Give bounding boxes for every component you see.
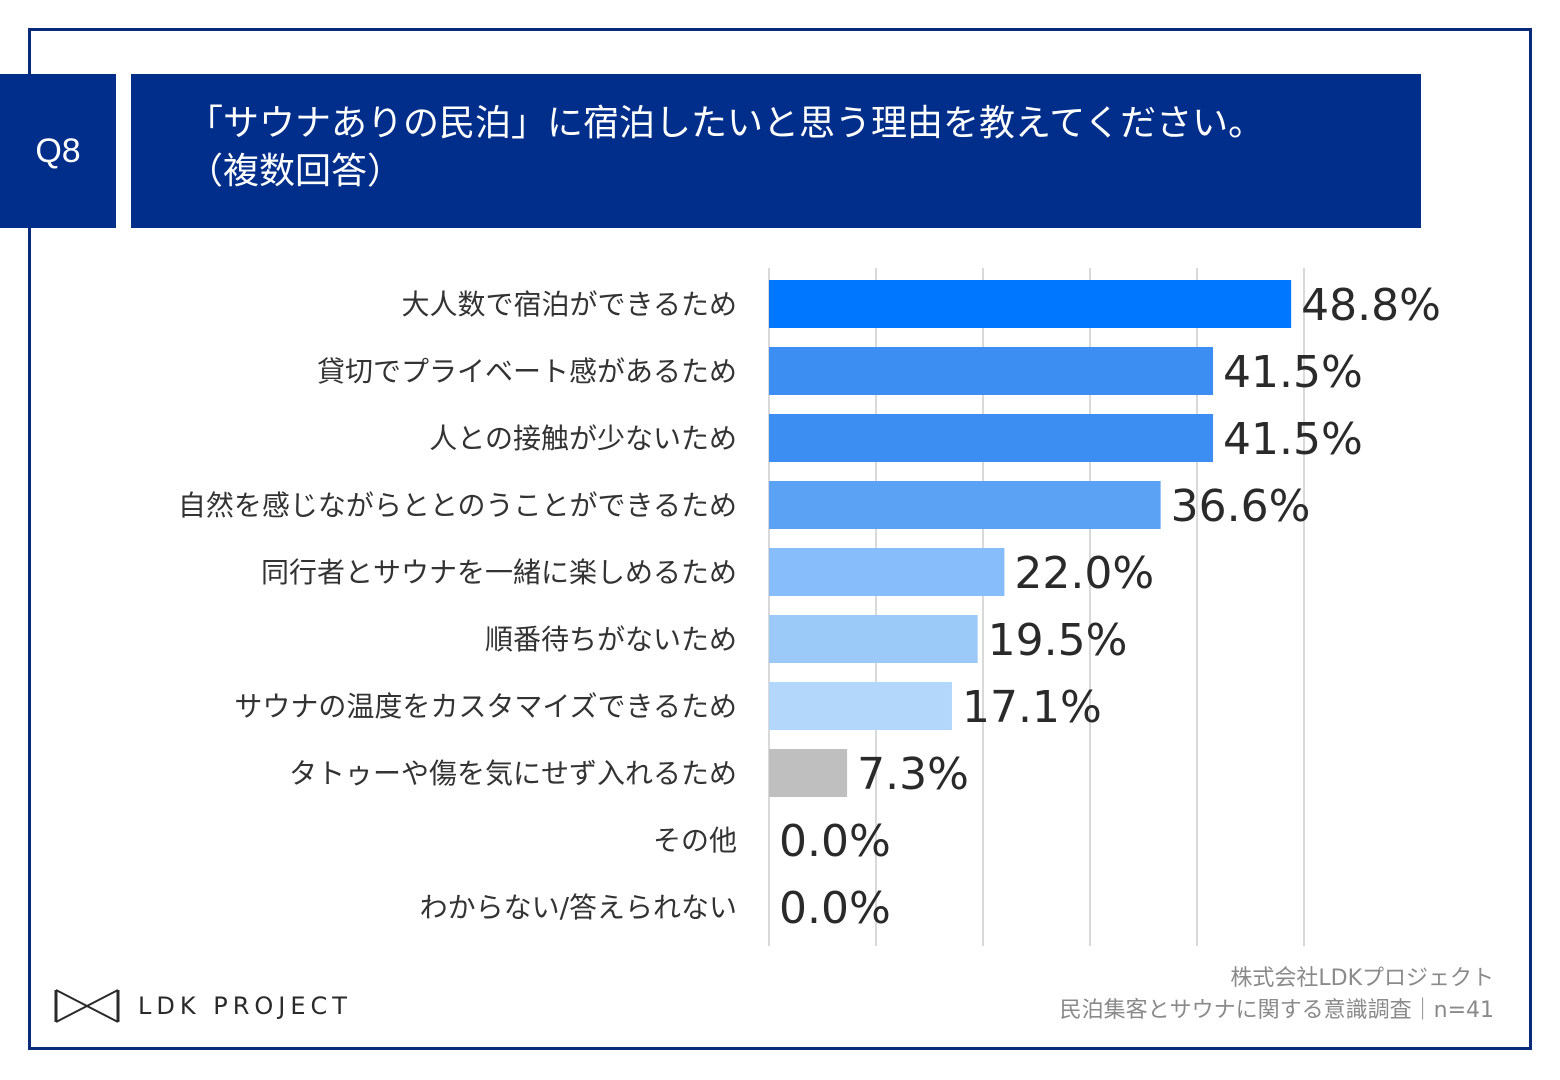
category-label: 順番待ちがないため	[485, 623, 737, 656]
value-label: 0.0%	[779, 816, 891, 867]
ldk-logo: LDK PROJECT	[54, 986, 352, 1026]
ldk-logo-icon	[54, 989, 120, 1023]
category-label: 大人数で宿泊ができるため	[402, 288, 737, 321]
question-number-badge: Q8	[0, 74, 116, 228]
bar	[769, 749, 848, 797]
value-label: 17.1%	[962, 682, 1102, 733]
category-label: タトゥーや傷を気にせず入れるため	[289, 757, 737, 790]
value-label: 22.0%	[1014, 548, 1154, 599]
bar	[769, 682, 952, 730]
source-survey: 民泊集客とサウナに関する意識調査｜n=41	[1059, 998, 1494, 1023]
bar	[769, 347, 1214, 395]
chart-labels: 大人数で宿泊ができるため 48.8% 貸切でプライベート感があるため 41.5% 人との…	[178, 280, 1441, 934]
value-label: 7.3%	[857, 749, 969, 800]
question-subtitle: （複数回答）	[187, 151, 404, 192]
bar	[769, 548, 1005, 596]
value-label: 36.6%	[1171, 481, 1311, 532]
logo-text: LDK PROJECT	[138, 992, 352, 1020]
value-label: 0.0%	[779, 883, 891, 934]
chart-frame	[28, 28, 1532, 1050]
question-title: 「サウナありの民泊」に宿泊したいと思う理由を教えてください。	[187, 103, 1265, 144]
bar	[769, 615, 978, 663]
bar	[769, 481, 1161, 529]
value-label: 41.5%	[1223, 414, 1363, 465]
category-label: わからない/答えられない	[420, 891, 737, 924]
source-note: 株式会社LDKプロジェクト 民泊集客とサウナに関する意識調査｜n=41	[1060, 963, 1494, 1027]
category-label: その他	[653, 824, 737, 857]
value-label: 41.5%	[1223, 347, 1363, 398]
value-label: 19.5%	[988, 615, 1128, 666]
category-label: 同行者とサウナを一緒に楽しめるため	[261, 556, 737, 589]
question-number: Q8	[35, 131, 81, 170]
bar	[769, 280, 1292, 328]
category-label: 人との接触が少ないため	[429, 422, 737, 455]
bar	[769, 414, 1214, 462]
category-label: 貸切でプライベート感があるため	[317, 355, 737, 388]
category-label: 自然を感じながらととのうことができるため	[178, 489, 737, 522]
source-company: 株式会社LDKプロジェクト	[1230, 966, 1494, 991]
value-label: 48.8%	[1301, 280, 1441, 331]
chart-bars	[769, 280, 1292, 797]
question-title-banner: 「サウナありの民泊」に宿泊したいと思う理由を教えてください。 （複数回答）	[131, 74, 1421, 228]
category-label: サウナの温度をカスタマイズできるため	[234, 690, 737, 723]
